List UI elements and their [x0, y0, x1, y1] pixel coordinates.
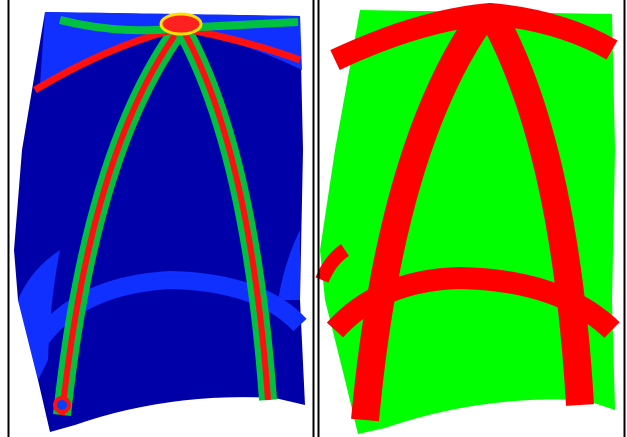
page [0, 0, 627, 437]
image [0, 0, 627, 437]
right-panel [320, 10, 615, 434]
keystone [161, 14, 201, 34]
left-panel [14, 12, 305, 432]
left-base [55, 398, 69, 412]
